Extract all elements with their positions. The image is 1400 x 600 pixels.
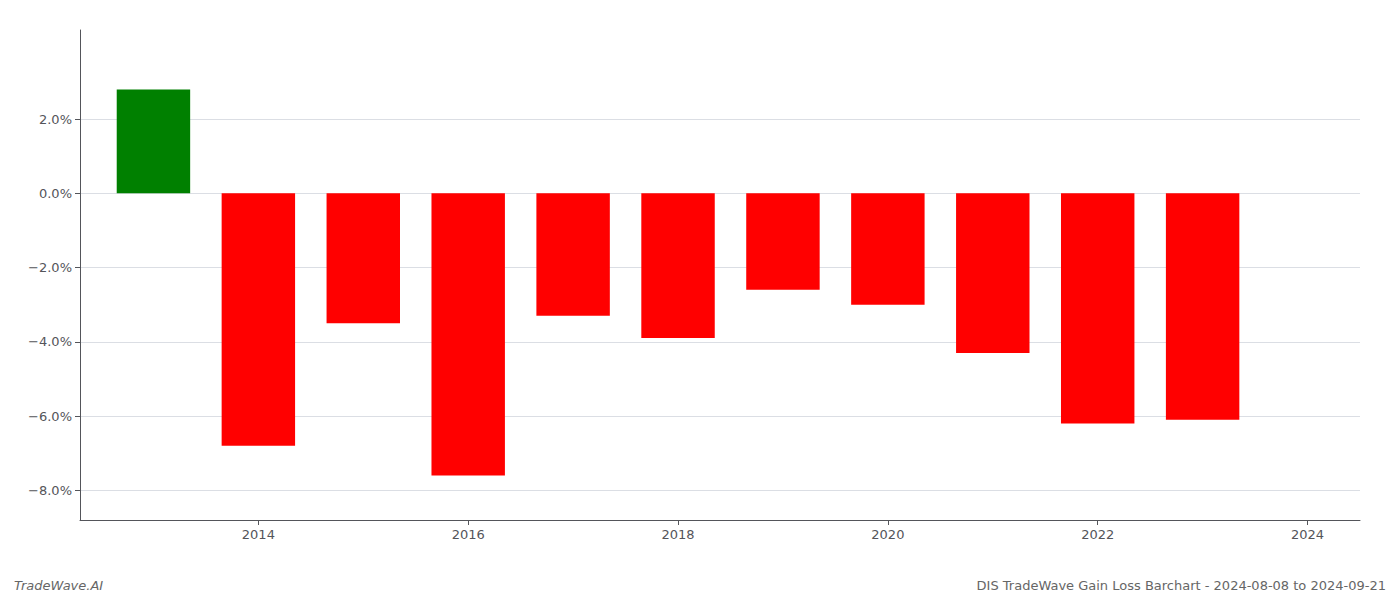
svg-text:2020: 2020 — [871, 527, 904, 542]
svg-text:−4.0%: −4.0% — [28, 334, 72, 349]
svg-text:2018: 2018 — [661, 527, 694, 542]
svg-text:2022: 2022 — [1081, 527, 1114, 542]
svg-text:2024: 2024 — [1291, 527, 1324, 542]
svg-text:DIS TradeWave Gain Loss Barcha: DIS TradeWave Gain Loss Barchart - 2024-… — [977, 578, 1386, 593]
svg-text:2016: 2016 — [452, 527, 485, 542]
svg-text:−8.0%: −8.0% — [28, 483, 72, 498]
svg-text:TradeWave.AI: TradeWave.AI — [14, 578, 103, 593]
svg-text:2.0%: 2.0% — [39, 112, 72, 127]
svg-text:−6.0%: −6.0% — [28, 409, 72, 424]
svg-text:−2.0%: −2.0% — [28, 260, 72, 275]
svg-text:0.0%: 0.0% — [39, 186, 72, 201]
svg-text:2014: 2014 — [242, 527, 275, 542]
